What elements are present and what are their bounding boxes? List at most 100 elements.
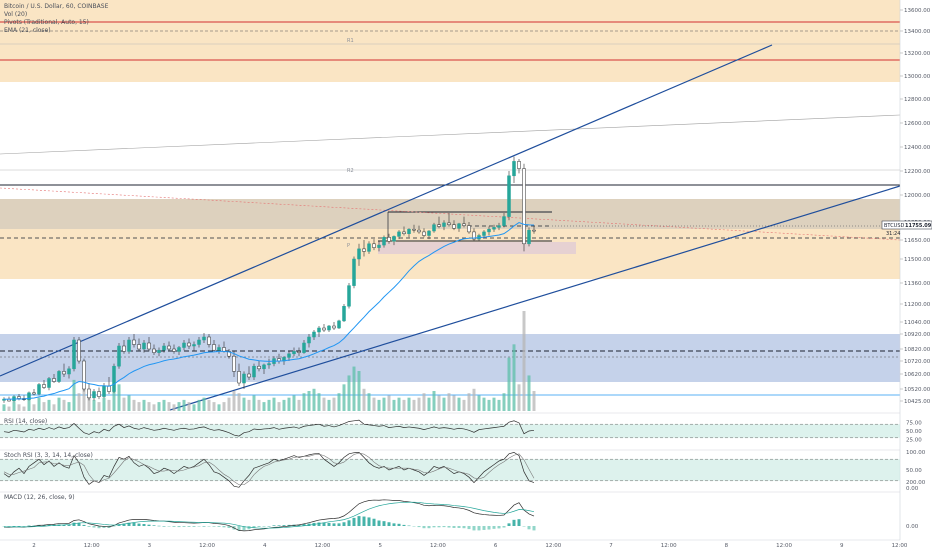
volume-bar bbox=[392, 399, 396, 411]
volume-bar bbox=[447, 393, 451, 411]
macd-histogram-bar bbox=[47, 524, 51, 526]
macd-histogram-bar bbox=[447, 526, 451, 528]
macd-histogram-bar bbox=[172, 526, 176, 527]
candle-down bbox=[462, 223, 466, 226]
volume-bar bbox=[137, 402, 141, 411]
volume-bar bbox=[252, 395, 256, 411]
candle-down bbox=[532, 229, 536, 232]
macd-histogram-bar bbox=[417, 526, 421, 528]
volume-bar bbox=[27, 399, 31, 411]
legend-pivots[interactable]: Pivots (Traditional, Auto, 15) bbox=[4, 19, 89, 26]
price-tick-label: 13200.00 bbox=[904, 51, 931, 57]
volume-bar bbox=[517, 384, 521, 411]
time-axis-label: 12:00 bbox=[776, 543, 792, 549]
volume-bar bbox=[272, 397, 276, 411]
macd-histogram-bar bbox=[17, 526, 21, 527]
stoch-band bbox=[0, 459, 900, 481]
macd-histogram-bar bbox=[102, 526, 106, 528]
macd-histogram-bar bbox=[392, 523, 396, 526]
trend-line-grey bbox=[0, 114, 901, 155]
price-tick-label: 10820.00 bbox=[904, 347, 931, 353]
macd-histogram-bar bbox=[442, 526, 446, 528]
candle-down bbox=[147, 342, 151, 350]
volume-bar bbox=[407, 397, 411, 411]
candle-up bbox=[162, 345, 166, 351]
macd-histogram-bar bbox=[157, 525, 161, 527]
time-axis-label: 3 bbox=[148, 543, 152, 549]
volume-bar bbox=[82, 388, 86, 411]
macd-histogram-bar bbox=[327, 522, 331, 526]
macd-histogram-bar bbox=[177, 526, 181, 528]
macd-histogram-bar bbox=[72, 522, 76, 526]
candle-down bbox=[167, 345, 171, 350]
macd-histogram-bar bbox=[457, 526, 461, 528]
macd-histogram-bar bbox=[437, 526, 441, 528]
candle-down bbox=[137, 344, 141, 350]
macd-histogram-bar bbox=[482, 526, 486, 530]
legend-symbol-title: Bitcoin / U.S. Dollar, 60, COINBASE bbox=[4, 3, 109, 10]
candle-down bbox=[212, 344, 216, 351]
legend-macd[interactable]: MACD (12, 26, close, 9) bbox=[4, 494, 75, 501]
price-tick-label: 12800.00 bbox=[904, 97, 931, 103]
volume-bar bbox=[497, 399, 501, 411]
candle-up bbox=[397, 231, 401, 237]
macd-histogram-bar bbox=[522, 526, 526, 527]
macd-histogram-bar bbox=[377, 520, 381, 526]
candle-up bbox=[112, 365, 116, 392]
volume-bar bbox=[502, 393, 506, 411]
macd-histogram-bar bbox=[117, 524, 121, 526]
candle-down bbox=[207, 336, 211, 345]
volume-bar bbox=[427, 397, 431, 411]
candle-down bbox=[122, 345, 126, 352]
macd-histogram-bar bbox=[87, 526, 91, 527]
price-tag-box bbox=[881, 220, 932, 230]
candle-down bbox=[152, 348, 156, 353]
macd-histogram-bar bbox=[362, 516, 366, 526]
time-axis-label: 12:00 bbox=[430, 543, 446, 549]
macd-histogram-bar bbox=[527, 526, 531, 530]
candle-down bbox=[87, 388, 91, 399]
volume-bar bbox=[72, 379, 76, 411]
candle-up bbox=[317, 327, 321, 333]
volume-bar bbox=[42, 402, 46, 411]
legend-ema[interactable]: EMA (21, close) bbox=[4, 27, 51, 34]
legend-volume[interactable]: Vol (20) bbox=[4, 11, 28, 18]
candle-up bbox=[457, 223, 461, 229]
volume-bar bbox=[177, 402, 181, 411]
volume-bar bbox=[122, 397, 126, 411]
volume-bar bbox=[412, 399, 416, 411]
volume-bar bbox=[212, 402, 216, 411]
macd-histogram-bar bbox=[272, 525, 276, 526]
volume-bar bbox=[17, 404, 21, 411]
price-tick-label: 11040.00 bbox=[904, 320, 931, 326]
macd-histogram-bar bbox=[297, 524, 301, 526]
candle-down bbox=[522, 168, 526, 245]
candle-up bbox=[382, 237, 386, 246]
macd-histogram-bar bbox=[322, 522, 326, 526]
volume-bar bbox=[327, 399, 331, 411]
volume-bar bbox=[97, 402, 101, 411]
volume-bar bbox=[207, 399, 211, 411]
volume-bar bbox=[117, 384, 121, 411]
volume-bar bbox=[147, 402, 151, 411]
candle-up bbox=[432, 224, 436, 232]
macd-signal-line bbox=[4, 501, 535, 529]
candle-down bbox=[437, 224, 441, 227]
legend-stoch-rsi[interactable]: Stoch RSI (3, 3, 14, 14, close) bbox=[4, 452, 93, 459]
volume-bar bbox=[92, 399, 96, 411]
legend-rsi[interactable]: RSI (14, close) bbox=[4, 418, 48, 425]
candle-up bbox=[312, 331, 316, 338]
macd-histogram-bar bbox=[197, 526, 201, 527]
macd-histogram-bar bbox=[237, 526, 241, 531]
macd-histogram-bar bbox=[137, 523, 141, 526]
candle-down bbox=[237, 371, 241, 384]
candle-down bbox=[387, 237, 391, 242]
volume-bar bbox=[387, 395, 391, 411]
macd-histogram-bar bbox=[2, 526, 6, 527]
price-tick-label: 10720.00 bbox=[904, 359, 931, 365]
volume-bar bbox=[57, 397, 61, 411]
price-tick-label: 12600.00 bbox=[904, 121, 931, 127]
volume-bar bbox=[202, 397, 206, 411]
